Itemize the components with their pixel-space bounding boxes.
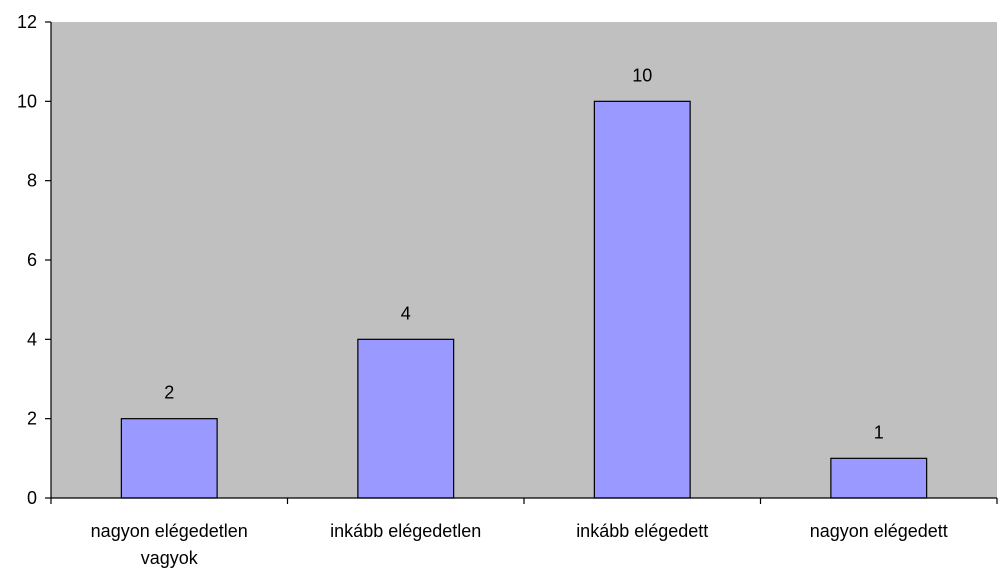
y-axis-ticks: 0 2 4 6 8 10 12: [17, 12, 51, 508]
y-tick-label: 0: [27, 488, 37, 508]
x-axis-ticks: [50, 498, 998, 504]
y-tick-label: 6: [27, 250, 37, 270]
category-labels-group: nagyon elégedetlen vagyok inkább elégedetl…: [91, 521, 948, 568]
bars-group: [120, 100, 928, 499]
category-label-0: nagyon elégedetlen vagyok: [91, 521, 248, 568]
y-tick-label: 8: [27, 171, 37, 191]
y-tick-label: 4: [27, 329, 37, 349]
bar-3: [830, 457, 928, 499]
bar-2: [593, 100, 691, 499]
category-label-3: nagyon elégedett: [810, 521, 948, 541]
category-label-2: inkább elégedett: [576, 521, 708, 541]
y-tick-label: 10: [17, 91, 37, 111]
bar-1: [357, 338, 455, 499]
data-label-1: 4: [401, 303, 411, 323]
category-label-1: inkább elégedetlen: [330, 521, 481, 541]
bar-0: [120, 418, 218, 499]
data-label-2: 10: [632, 65, 652, 85]
y-tick-label: 2: [27, 409, 37, 429]
y-tick-label: 12: [17, 12, 37, 32]
data-label-3: 1: [874, 422, 884, 442]
data-labels-group: 2 4 10 1: [164, 65, 884, 442]
data-label-0: 2: [164, 383, 174, 403]
